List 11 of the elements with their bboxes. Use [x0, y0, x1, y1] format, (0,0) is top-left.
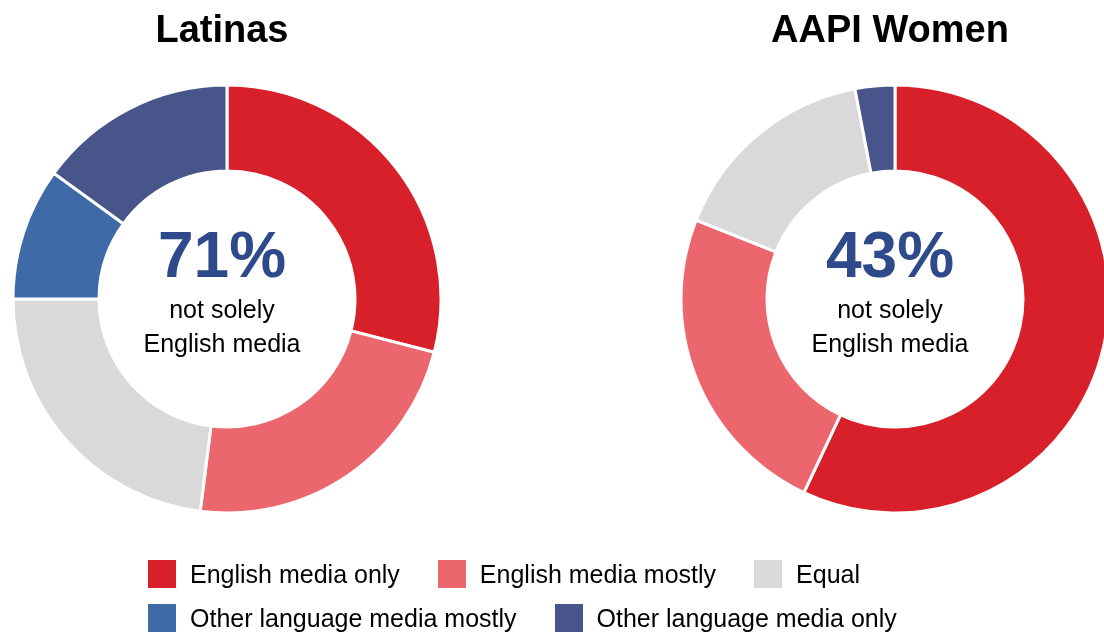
text: 71%: [156, 218, 288, 292]
slice-label: Latinas: [154, 8, 290, 51]
text: 43%: [824, 218, 956, 292]
legend-label: Other language media mostly: [190, 603, 517, 633]
legend-label: English media mostly: [479, 559, 717, 589]
legend-label: English media only: [190, 559, 400, 589]
text: not solely English media: [810, 294, 970, 359]
text: not solely English media: [142, 294, 302, 359]
slice-label: AAPI Women: [770, 8, 1010, 51]
legend-label: Other language media only: [596, 603, 897, 633]
legend-label: Equal: [796, 559, 861, 589]
